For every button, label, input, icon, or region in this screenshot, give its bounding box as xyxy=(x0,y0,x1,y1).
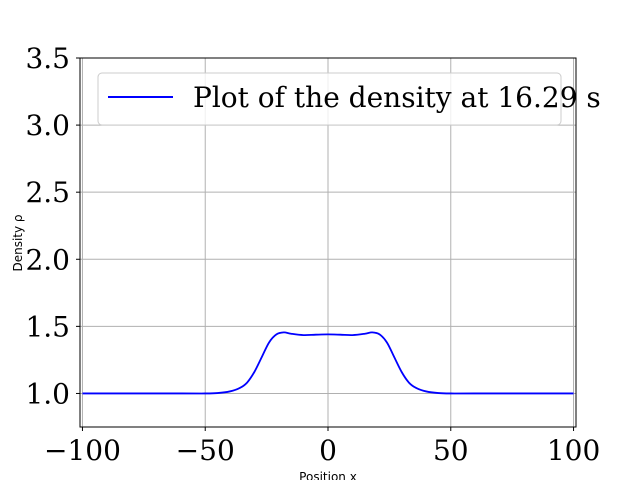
x-axis-ticks: −100 −50 0 50 100 xyxy=(44,427,600,467)
legend: Plot of the density at 16.29 s xyxy=(97,72,601,126)
legend-entry-label: Plot of the density at 16.29 s xyxy=(193,81,601,114)
y-tick-label: 2.0 xyxy=(25,243,70,276)
x-tick-label: 50 xyxy=(433,434,469,467)
x-tick-label: 0 xyxy=(319,434,337,467)
x-axis-label: Position x xyxy=(299,470,357,480)
y-tick-label: 2.5 xyxy=(25,176,70,209)
y-axis-label: Density ρ xyxy=(11,214,25,271)
y-tick-label: 1.0 xyxy=(25,377,70,410)
x-tick-label: 100 xyxy=(547,434,600,467)
density-series-line xyxy=(82,331,574,395)
y-tick-label: 1.5 xyxy=(25,310,70,343)
legend-box xyxy=(97,72,562,126)
y-tick-label: 3.0 xyxy=(25,109,70,142)
y-axis-ticks: 1.0 1.5 2.0 2.5 3.0 3.5 xyxy=(25,42,80,410)
series-layer xyxy=(82,331,574,395)
y-tick-label: 3.5 xyxy=(25,42,70,75)
x-tick-label: −50 xyxy=(176,434,235,467)
x-tick-label: −100 xyxy=(44,434,121,467)
